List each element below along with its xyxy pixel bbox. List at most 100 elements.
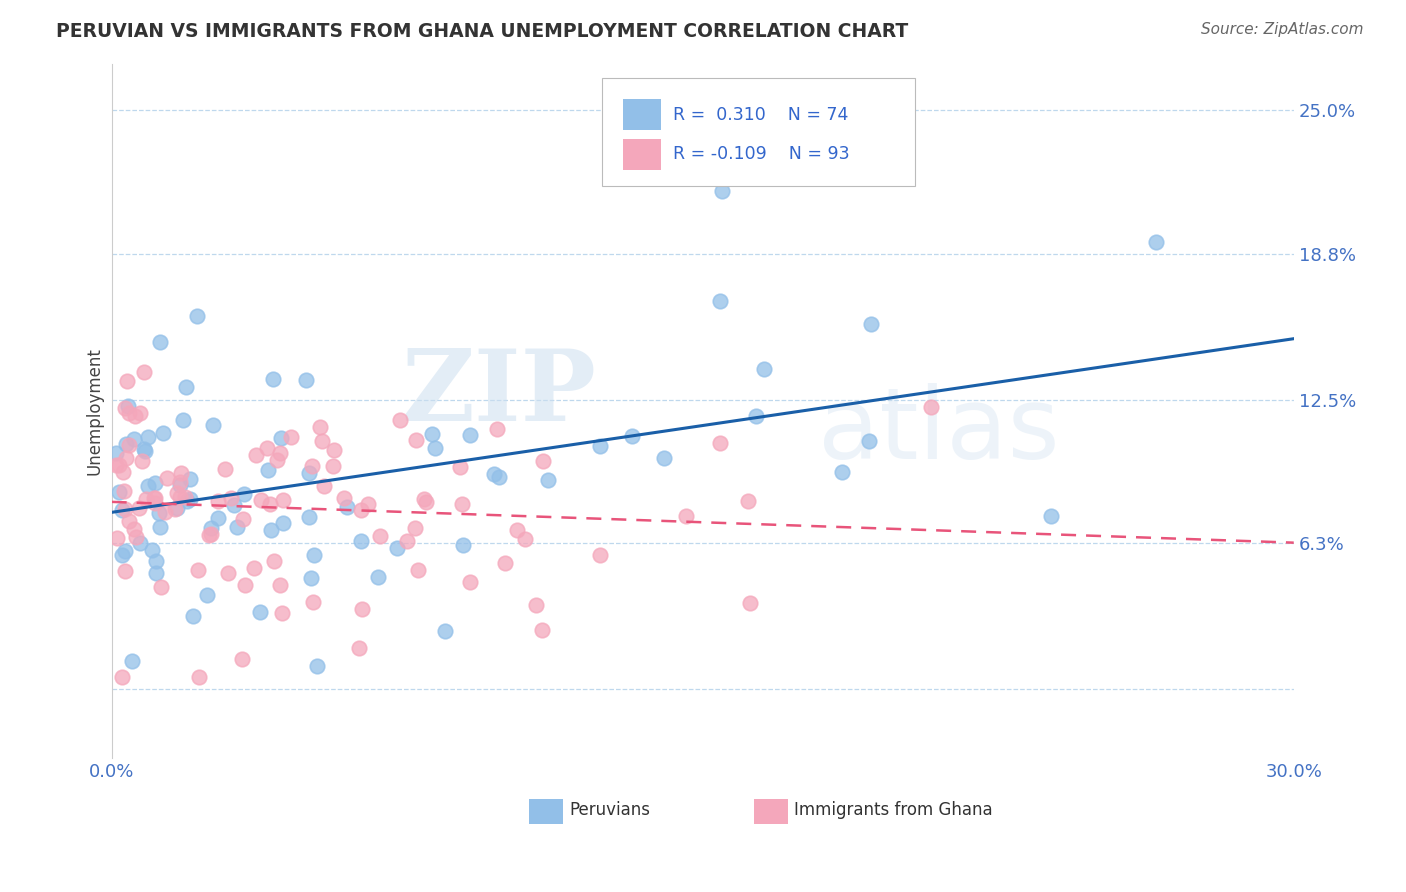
Point xyxy=(200,520,222,534)
Point xyxy=(186,310,208,324)
Point xyxy=(415,495,437,509)
Point xyxy=(111,503,134,517)
Point xyxy=(179,472,201,486)
Point xyxy=(404,521,426,535)
Point xyxy=(752,362,775,376)
Point xyxy=(169,490,191,504)
Point xyxy=(207,511,229,525)
Point xyxy=(506,524,529,538)
Point xyxy=(145,553,167,567)
Point xyxy=(153,505,176,519)
Point xyxy=(129,406,152,420)
Point xyxy=(256,442,278,456)
Point xyxy=(198,528,221,542)
FancyBboxPatch shape xyxy=(602,78,915,186)
Point xyxy=(308,420,330,434)
Point xyxy=(350,503,373,517)
Text: PERUVIAN VS IMMIGRANTS FROM GHANA UNEMPLOYMENT CORRELATION CHART: PERUVIAN VS IMMIGRANTS FROM GHANA UNEMPL… xyxy=(56,22,908,41)
Point xyxy=(231,652,253,666)
Point xyxy=(143,496,166,510)
Point xyxy=(128,501,150,516)
Point xyxy=(257,463,280,477)
Point xyxy=(357,497,380,511)
Point xyxy=(433,624,456,638)
FancyBboxPatch shape xyxy=(529,799,564,824)
Point xyxy=(114,502,136,516)
Point xyxy=(305,658,328,673)
Point xyxy=(420,426,443,441)
Text: ZIP: ZIP xyxy=(402,345,596,442)
Point xyxy=(108,458,131,473)
Point xyxy=(536,473,558,487)
Point xyxy=(323,442,346,457)
Point xyxy=(295,373,318,387)
Point xyxy=(298,510,321,524)
Point xyxy=(207,494,229,508)
Point xyxy=(111,465,134,479)
Point xyxy=(149,520,172,534)
Point xyxy=(311,434,333,449)
Point xyxy=(105,446,128,460)
Point xyxy=(128,536,150,550)
Point xyxy=(235,578,257,592)
Point xyxy=(118,438,141,452)
FancyBboxPatch shape xyxy=(623,100,661,130)
Point xyxy=(219,491,242,505)
Point xyxy=(117,374,139,388)
Point xyxy=(226,519,249,533)
FancyBboxPatch shape xyxy=(623,139,661,169)
Point xyxy=(117,399,139,413)
Point xyxy=(214,462,236,476)
Point xyxy=(485,422,508,436)
Point xyxy=(200,527,222,541)
Point xyxy=(117,406,139,420)
Point xyxy=(737,494,759,508)
Point xyxy=(149,580,172,594)
Text: R = -0.109    N = 93: R = -0.109 N = 93 xyxy=(673,145,849,163)
Point xyxy=(124,409,146,423)
Point xyxy=(312,478,335,492)
Point xyxy=(245,448,267,462)
Text: Peruvians: Peruvians xyxy=(569,801,650,819)
Point xyxy=(138,479,160,493)
Point xyxy=(114,401,136,415)
FancyBboxPatch shape xyxy=(754,799,787,824)
Text: Immigrants from Ghana: Immigrants from Ghana xyxy=(794,801,993,819)
Point xyxy=(1144,235,1167,250)
Point xyxy=(145,566,167,580)
Point xyxy=(620,429,643,443)
Point xyxy=(148,506,170,520)
Point xyxy=(531,624,554,638)
Point xyxy=(449,459,471,474)
Point xyxy=(143,491,166,505)
Point xyxy=(111,670,134,684)
Point xyxy=(269,578,291,592)
Point xyxy=(367,570,389,584)
Point xyxy=(121,654,143,668)
Point xyxy=(269,445,291,459)
Point xyxy=(298,467,321,481)
Point xyxy=(142,491,165,505)
Point xyxy=(458,574,481,589)
Point xyxy=(368,529,391,543)
Point xyxy=(122,432,145,446)
Point xyxy=(859,317,882,331)
Point xyxy=(174,380,197,394)
Point xyxy=(524,598,547,612)
Point xyxy=(652,450,675,465)
Point xyxy=(709,436,731,450)
Point xyxy=(711,184,734,198)
Point xyxy=(224,498,246,512)
Point xyxy=(858,434,880,448)
Point xyxy=(1039,508,1062,523)
Point xyxy=(413,492,436,507)
Point xyxy=(117,514,139,528)
Point xyxy=(202,417,225,432)
Point xyxy=(249,492,271,507)
Point xyxy=(271,493,294,508)
Point xyxy=(104,458,127,472)
Point xyxy=(271,516,294,530)
Point xyxy=(232,511,254,525)
Point xyxy=(675,509,697,524)
Point xyxy=(271,607,294,621)
